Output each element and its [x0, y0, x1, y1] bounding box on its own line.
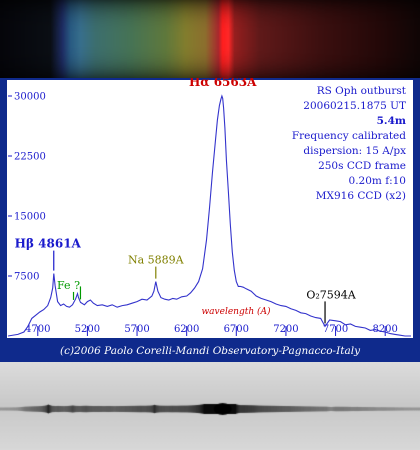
x-tick-label: 6700: [224, 324, 249, 335]
annotation-label: Na 5889A: [128, 254, 185, 267]
x-tick-label: 7700: [323, 324, 348, 335]
y-tick-label: 7500: [14, 272, 39, 283]
x-tick-label: 7200: [273, 324, 298, 335]
annotation-label: O₂7594A: [306, 288, 356, 301]
x-tick-label: 4700: [25, 324, 50, 335]
title-line: Frequency calibrated: [292, 130, 406, 142]
x-tick-label: 5200: [75, 324, 100, 335]
title-line: 5.4m: [377, 115, 406, 127]
x-axis-label: wavelength (A): [201, 306, 271, 317]
title-line: dispersion: 15 A/px: [303, 145, 406, 157]
title-line: 250s CCD frame: [318, 160, 406, 172]
raw-spectrogram-image: [0, 362, 420, 450]
annotation-label: Fe ?: [57, 279, 80, 292]
title-line: 20060215.1875 UT: [303, 100, 406, 112]
annotations: Hα 6563A Hβ 4861A Fe ? Na 5889A O₂7594A: [15, 78, 357, 324]
annotation-label: Hα 6563A: [189, 78, 257, 89]
annotation-label: Hβ 4861A: [15, 237, 82, 251]
copyright-footer: (c)2006 Paolo Corelli-Mandi Observatory-…: [60, 345, 361, 357]
plot-frame: 7500 15000 22500 30000 4700 5200 5700 6200 6700…: [0, 78, 420, 362]
title-line: RS Oph outburst: [317, 85, 407, 97]
y-tick-label: 30000: [14, 92, 46, 103]
y-axis: 7500 15000 22500 30000: [8, 92, 46, 283]
title-block: RS Oph outburst 20060215.1875 UT 5.4m Frequ…: [292, 85, 407, 202]
plot-area: [7, 80, 413, 338]
title-line: 0.20m f:10: [349, 175, 406, 187]
y-tick-label: 15000: [14, 212, 46, 223]
x-tick-label: 8200: [372, 324, 397, 335]
color-spectrum-strip: [0, 0, 420, 78]
spectrum-chart: 7500 15000 22500 30000 4700 5200 5700 6200 6700…: [7, 78, 413, 357]
x-axis: 4700 5200 5700 6200 6700 7200 7700 8200: [25, 324, 398, 336]
spectrum-line: [7, 94, 411, 337]
y-tick-label: 22500: [14, 152, 46, 163]
x-tick-label: 5700: [124, 324, 149, 335]
title-line: MX916 CCD (x2): [316, 190, 406, 202]
x-tick-label: 6200: [174, 324, 199, 335]
